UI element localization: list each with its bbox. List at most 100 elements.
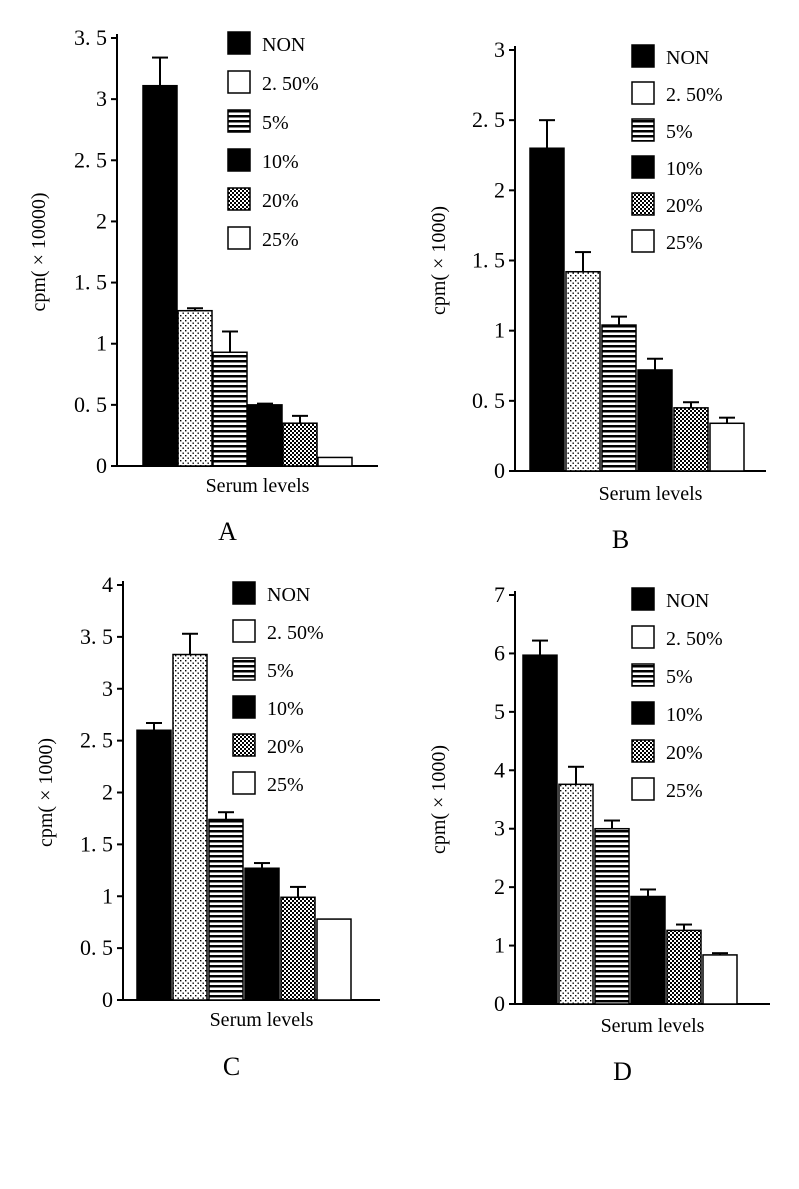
bar-6 — [709, 422, 745, 472]
legend-label-1: NON — [262, 34, 305, 56]
y-tick-label: 1. 5 — [80, 831, 113, 856]
bar-3 — [208, 818, 244, 1001]
legend-swatch-3 — [227, 109, 251, 133]
legend-swatch-3 — [232, 657, 256, 681]
y-tick-label: 2 — [494, 177, 505, 202]
chart-panel-d: 0 1 2 3 4 5 6 7 cpm( × 1000) Serum levels D NON 2. 5… — [428, 582, 770, 1086]
y-tick-label: 4 — [494, 757, 505, 782]
y-tick-label: 2. 5 — [472, 107, 505, 132]
y-tick-label: 3 — [494, 37, 505, 62]
y-tick-label: 1. 5 — [74, 270, 107, 295]
y-tick-label: 0 — [494, 991, 505, 1016]
bar-5 — [673, 407, 709, 472]
x-axis-label: Serum levels — [599, 483, 703, 505]
legend-label-6: 25% — [666, 780, 703, 802]
legend-swatch-6 — [631, 229, 655, 253]
y-tick-label: 0. 5 — [74, 392, 107, 417]
bar-4 — [244, 867, 280, 1001]
y-tick-label: 0. 5 — [80, 935, 113, 960]
legend-swatch-1 — [232, 581, 256, 605]
bar-5 — [280, 896, 316, 1001]
y-tick-label: 1 — [96, 331, 107, 356]
x-axis-label: Serum levels — [210, 1009, 314, 1031]
legend-label-1: NON — [666, 590, 709, 612]
y-tick-label: 0. 5 — [472, 388, 505, 413]
bar-1 — [529, 147, 565, 472]
legend-swatch-5 — [227, 187, 251, 211]
bar-2 — [565, 270, 601, 472]
legend-label-6: 25% — [262, 229, 299, 251]
bar-3 — [601, 324, 637, 472]
y-tick-label: 2 — [96, 208, 107, 233]
legend-swatch-4 — [631, 701, 655, 725]
bar-2 — [172, 653, 208, 1001]
y-tick-label: 3. 5 — [74, 25, 107, 50]
legend-label-2: 2. 50% — [262, 73, 319, 95]
legend-swatch-6 — [631, 777, 655, 801]
bar-6 — [317, 456, 353, 467]
legend-label-3: 5% — [262, 112, 289, 134]
legend-swatch-6 — [227, 226, 251, 250]
legend-label-5: 20% — [666, 742, 703, 764]
y-tick-label: 1 — [494, 933, 505, 958]
legend-swatch-5 — [232, 733, 256, 757]
bar-5 — [666, 929, 702, 1005]
legend-label-5: 20% — [666, 195, 703, 217]
chart-panel-c: 0 0. 5 1 1. 5 2 2. 5 3 3. 5 4 cpm( × 1000) Serum l… — [35, 572, 380, 1081]
bar-5 — [282, 422, 318, 467]
legend-swatch-5 — [631, 192, 655, 216]
chart-panel-a: 0 0. 5 1 1. 5 2 2. 5 3 3. 5 cpm( × 10000) Serum l… — [28, 25, 378, 546]
y-tick-label: 3 — [96, 86, 107, 111]
legend-label-6: 25% — [267, 774, 304, 796]
y-tick-label: 1 — [102, 883, 113, 908]
bar-4 — [247, 404, 283, 467]
legend-label-2: 2. 50% — [666, 628, 723, 650]
panel-label: A — [218, 517, 237, 546]
legend-label-5: 20% — [262, 190, 299, 212]
y-tick-label: 2. 5 — [80, 728, 113, 753]
y-axis-label: cpm( × 1000) — [428, 206, 450, 315]
y-tick-label: 2 — [102, 780, 113, 805]
bar-2 — [558, 783, 594, 1005]
legend-swatch-1 — [631, 587, 655, 611]
legend-swatch-4 — [232, 695, 256, 719]
legend-swatch-6 — [232, 771, 256, 795]
y-tick-label: 7 — [494, 582, 505, 607]
y-axis-label: cpm( × 1000) — [35, 738, 57, 847]
y-tick-label: 2 — [494, 874, 505, 899]
legend-swatch-2 — [232, 619, 256, 643]
legend-swatch-2 — [227, 70, 251, 94]
x-axis-label: Serum levels — [206, 475, 310, 497]
bar-1 — [522, 654, 558, 1005]
y-tick-label: 2. 5 — [74, 147, 107, 172]
bar-3 — [594, 827, 630, 1005]
legend-label-3: 5% — [666, 121, 693, 143]
legend-swatch-1 — [631, 44, 655, 68]
bar-6 — [702, 954, 738, 1005]
y-tick-label: 4 — [102, 572, 113, 597]
panel-label: C — [223, 1052, 240, 1081]
legend-label-4: 10% — [262, 151, 299, 173]
legend-label-4: 10% — [267, 698, 304, 720]
legend-swatch-3 — [631, 118, 655, 142]
bar-4 — [630, 895, 666, 1005]
y-tick-label: 1. 5 — [472, 248, 505, 273]
bar-1 — [142, 84, 178, 467]
legend-label-1: NON — [666, 47, 709, 69]
y-axis-label: cpm( × 10000) — [28, 192, 50, 311]
legend-label-6: 25% — [666, 232, 703, 254]
legend-label-4: 10% — [666, 704, 703, 726]
panel-label: D — [613, 1057, 632, 1086]
y-tick-label: 0 — [96, 453, 107, 478]
legend-swatch-2 — [631, 625, 655, 649]
panel-label: B — [612, 525, 629, 554]
legend-label-5: 20% — [267, 736, 304, 758]
legend-label-3: 5% — [666, 666, 693, 688]
legend-swatch-1 — [227, 31, 251, 55]
bar-2 — [177, 309, 213, 467]
x-axis-label: Serum levels — [601, 1015, 705, 1037]
y-tick-label: 1 — [494, 318, 505, 343]
legend-label-4: 10% — [666, 158, 703, 180]
bar-3 — [212, 351, 248, 467]
